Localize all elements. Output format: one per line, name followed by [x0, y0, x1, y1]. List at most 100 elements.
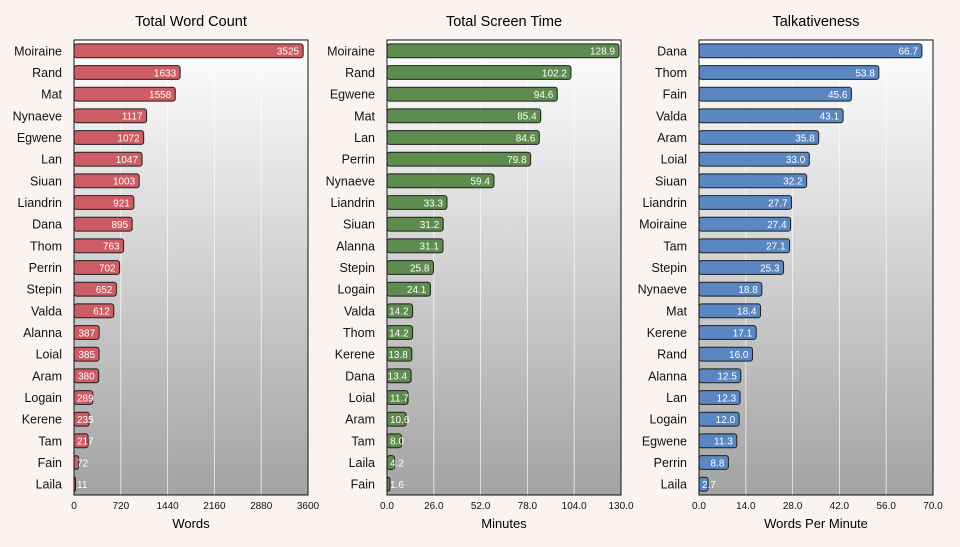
- category-label: Fain: [351, 478, 375, 492]
- category-label: Loial: [661, 153, 687, 167]
- value-label: 3525: [277, 47, 300, 58]
- category-label: Nynaeve: [13, 109, 62, 123]
- category-label: Aram: [657, 131, 687, 145]
- category-label: Mat: [354, 109, 375, 123]
- value-label: 921: [113, 198, 130, 209]
- category-label: Egwene: [17, 131, 62, 145]
- category-label: Rand: [345, 66, 375, 80]
- bar: [698, 43, 923, 59]
- category-label: Liandrin: [331, 196, 376, 210]
- value-label: 11: [77, 480, 88, 491]
- x-tick-label: 70.0: [923, 501, 943, 512]
- chart-title: Total Screen Time: [446, 14, 562, 30]
- value-label: 94.6: [534, 90, 554, 101]
- value-label: 652: [96, 285, 113, 296]
- value-label: 1047: [116, 155, 139, 166]
- value-label: 11.7: [390, 393, 409, 404]
- category-label: Stepin: [27, 283, 62, 297]
- category-label: Alanna: [23, 326, 62, 340]
- value-label: 33.0: [786, 155, 806, 166]
- category-label: Nynaeve: [638, 283, 687, 297]
- category-label: Laila: [661, 478, 687, 492]
- bar: [698, 65, 880, 80]
- value-label: 27.4: [767, 220, 787, 231]
- plot-frame: [698, 39, 934, 496]
- category-label: Thom: [655, 66, 687, 80]
- value-label: 12.3: [717, 393, 737, 404]
- category-label: Tam: [351, 434, 375, 448]
- value-label: 27.1: [766, 242, 786, 253]
- category-label: Logain: [649, 413, 687, 427]
- category-label: Siuan: [343, 218, 375, 232]
- value-label: 385: [78, 350, 95, 361]
- chart-title: Talkativeness: [772, 14, 859, 30]
- category-label: Lan: [666, 391, 687, 405]
- category-label: Valda: [656, 109, 687, 123]
- value-label: 128.9: [590, 47, 615, 58]
- value-label: 18.4: [737, 307, 757, 318]
- x-tick-label: 0.0: [380, 501, 394, 512]
- word-count-panel: Total Word Count Words 0 720 1440 2160 2880 3…: [13, 14, 320, 531]
- category-label: Liandrin: [18, 196, 63, 210]
- category-label: Stepin: [652, 261, 687, 275]
- category-label: Kerene: [335, 348, 375, 362]
- value-label: 31.1: [420, 242, 440, 253]
- x-axis-label: Words Per Minute: [764, 516, 868, 531]
- value-label: 72: [77, 458, 89, 469]
- plot-frame: [73, 39, 309, 496]
- value-label: 18.8: [738, 285, 758, 296]
- value-label: 59.4: [470, 177, 490, 188]
- category-label: Moiraine: [14, 44, 62, 58]
- category-label: Moiraine: [639, 218, 687, 232]
- category-label: Mat: [666, 304, 687, 318]
- value-label: 35.8: [795, 133, 815, 144]
- category-label: Loial: [349, 391, 375, 405]
- category-label: Fain: [38, 456, 62, 470]
- category-label: Rand: [32, 66, 62, 80]
- x-tick-label: 28.0: [783, 501, 803, 512]
- value-label: 25.8: [410, 263, 430, 274]
- category-label: Tam: [663, 239, 687, 253]
- value-label: 8.8: [711, 458, 725, 469]
- category-label: Alanna: [648, 369, 687, 383]
- chart-title: Total Word Count: [135, 14, 247, 30]
- screen-time-panel: Total Screen Time Minutes 0.0 26.0 52.0 78.…: [326, 14, 634, 531]
- x-axis-label: Words: [172, 516, 210, 531]
- value-label: 895: [111, 220, 128, 231]
- category-label: Rand: [657, 348, 687, 362]
- category-label: Alanna: [336, 239, 375, 253]
- value-label: 12.0: [716, 415, 736, 426]
- value-label: 289: [77, 393, 94, 404]
- category-label: Siuan: [655, 174, 687, 188]
- category-label: Valda: [31, 304, 62, 318]
- category-label: Perrin: [342, 153, 375, 167]
- category-label: Perrin: [29, 261, 62, 275]
- x-tick-label: 0: [71, 501, 77, 512]
- value-label: 43.1: [820, 112, 840, 123]
- category-label: Nynaeve: [326, 174, 375, 188]
- value-label: 702: [99, 263, 116, 274]
- value-label: 4.2: [390, 458, 404, 469]
- value-label: 84.6: [516, 133, 536, 144]
- value-label: 763: [103, 242, 120, 253]
- category-label: Dana: [657, 44, 687, 58]
- category-label: Loial: [36, 348, 62, 362]
- value-label: 1072: [117, 133, 140, 144]
- plot-frame: [386, 39, 622, 496]
- bar: [386, 43, 620, 59]
- value-label: 11.3: [714, 437, 733, 448]
- value-label: 17.1: [733, 328, 753, 339]
- value-label: 1.6: [390, 480, 404, 491]
- value-label: 1003: [113, 177, 136, 188]
- value-label: 10.6: [390, 415, 410, 426]
- category-label: Mat: [41, 88, 62, 102]
- category-label: Kerene: [22, 413, 62, 427]
- x-tick-label: 2880: [250, 501, 273, 512]
- value-label: 380: [78, 372, 95, 383]
- x-tick-label: 14.0: [736, 501, 756, 512]
- category-label: Stepin: [340, 261, 375, 275]
- x-tick-label: 2160: [203, 501, 226, 512]
- category-label: Logain: [24, 391, 62, 405]
- category-label: Perrin: [654, 456, 687, 470]
